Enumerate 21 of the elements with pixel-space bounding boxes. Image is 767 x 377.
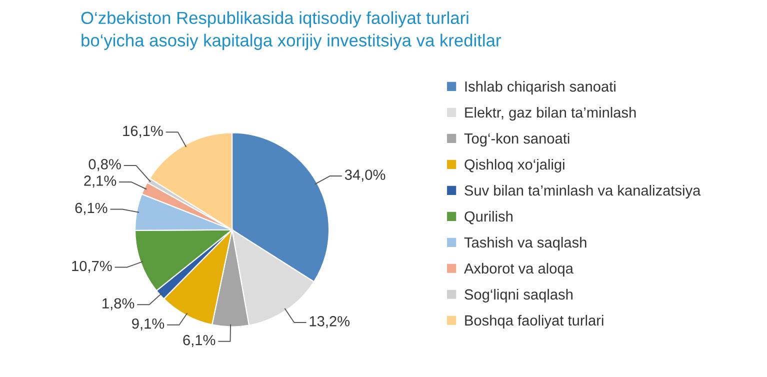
legend-label: Elektr, gaz bilan ta’minlash: [465, 106, 636, 121]
chart-title: O‘zbekiston Respublikasida iqtisodiy faoliyat turlari bo‘yicha asosiy kapitalga xorijiy investitsiya va kreditlar: [81, 11, 501, 50]
data-label: 0,8%: [88, 159, 121, 172]
data-label: 1,8%: [102, 298, 134, 310]
data-label: 13,2%: [310, 316, 350, 328]
data-label: 10,7%: [72, 260, 112, 273]
data-label: 9,1%: [132, 318, 164, 330]
legend-label: Qurilish: [464, 210, 512, 224]
legend-label: Suv bilan ta’minlash va kanalizatsiya: [464, 184, 701, 199]
legend-label: Tog‘-kon sanoati: [464, 132, 570, 147]
legend-label: Qishloq xo‘jaligi: [464, 158, 564, 173]
legend-label: Axborot va aloqa: [464, 262, 574, 277]
data-label: 16,1%: [123, 126, 163, 138]
legend-label: Boshqa faoliyat turlari: [465, 314, 604, 328]
legend-label: Tashish va saqlash: [464, 236, 586, 251]
data-label: 6,1%: [75, 202, 108, 215]
data-label: 2,1%: [84, 176, 116, 188]
legend-label: Ishlab chiqarish sanoati: [465, 80, 616, 95]
data-label: 6,1%: [183, 334, 216, 347]
data-label: 34,0%: [344, 170, 386, 182]
legend-label: Sog‘liqni saqlash: [464, 288, 572, 302]
